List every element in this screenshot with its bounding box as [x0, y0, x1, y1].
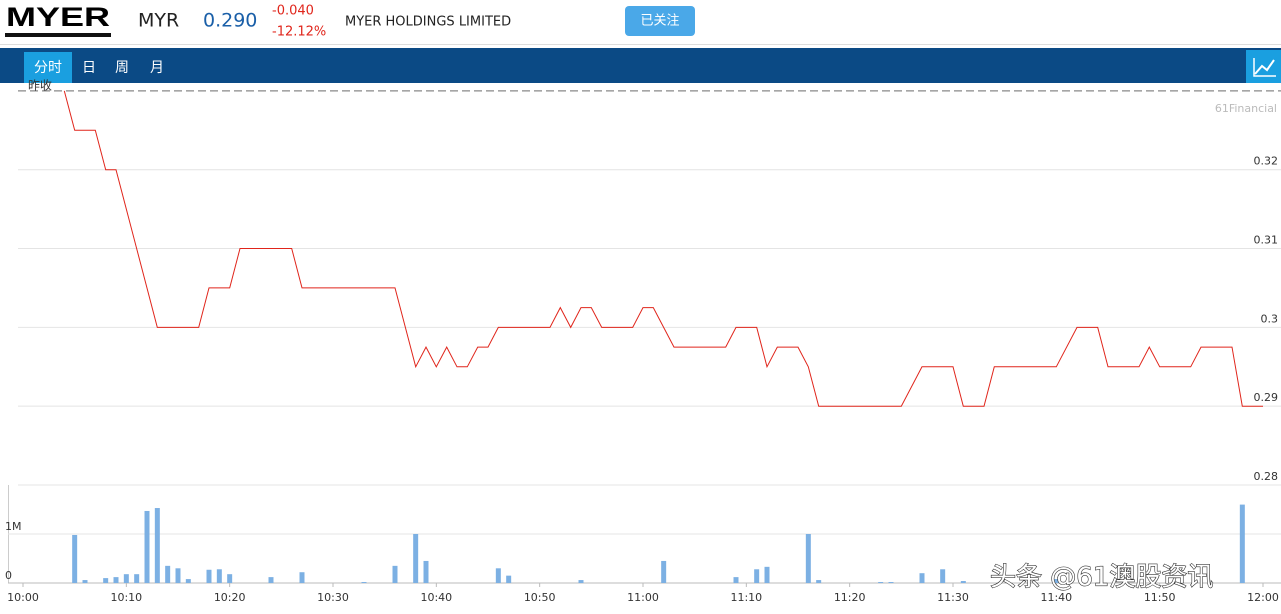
y-tick-label: 0.29 — [1254, 391, 1279, 404]
x-tick-label: 10:40 — [420, 591, 452, 604]
change: -0.040 — [272, 4, 314, 19]
x-tick-label: 11:50 — [1144, 591, 1176, 604]
volume-bar — [1053, 579, 1059, 583]
volume-bar — [165, 565, 171, 583]
prev-close-label: 昨收 — [28, 79, 52, 93]
x-tick-label: 12:00 — [1247, 591, 1279, 604]
volume-bar — [123, 574, 129, 583]
volume-bar — [578, 580, 584, 583]
watermark: 头条 @61澳股资讯 — [990, 563, 1213, 593]
volume-bar — [919, 573, 925, 583]
volume-bar — [960, 581, 966, 583]
active-tab — [24, 52, 72, 83]
volume-bar — [72, 534, 78, 583]
volume-bar — [816, 580, 822, 583]
volume-bar — [495, 568, 501, 583]
tab[interactable]: 分时 — [34, 60, 62, 76]
volume-bar — [392, 565, 398, 583]
volume-bar — [888, 582, 894, 583]
volume-bar — [506, 575, 512, 583]
volume-bar — [144, 510, 150, 583]
x-tick-label: 11:20 — [834, 591, 866, 604]
y-tick-label: 1M — [5, 520, 22, 533]
volume-bar — [733, 577, 739, 583]
volume-bar — [227, 574, 233, 583]
x-tick-label: 10:20 — [214, 591, 246, 604]
change-pct: -12.12% — [272, 25, 326, 40]
volume-bar — [299, 572, 305, 583]
volume-bar — [754, 569, 760, 583]
volume-bar — [764, 566, 770, 583]
volume-bar — [423, 560, 429, 583]
volume-bar — [940, 569, 946, 583]
x-tick-label: 11:10 — [730, 591, 762, 604]
volume-bar — [82, 580, 88, 583]
volume-bar — [113, 577, 119, 583]
chart-toggle-icon — [1253, 58, 1276, 77]
company-name: MYER HOLDINGS LIMITED — [345, 15, 511, 30]
volume-bar — [805, 534, 811, 583]
volume-bar — [268, 577, 274, 583]
volume-bar — [103, 578, 109, 583]
price: 0.290 — [203, 10, 257, 32]
volume-bar — [878, 582, 884, 583]
y-tick-label: 0.32 — [1254, 155, 1279, 168]
tab[interactable]: 月 — [150, 60, 164, 76]
logo-underline — [5, 33, 111, 37]
volume-bar — [413, 534, 419, 583]
symbol: MYR — [138, 10, 179, 32]
y-tick-label: 0.28 — [1254, 470, 1279, 483]
source-label: 61Financial — [1215, 102, 1277, 115]
volume-bar — [216, 569, 222, 583]
follow-button[interactable] — [625, 6, 695, 36]
chart-toggle-icon — [1254, 59, 1275, 75]
y-tick-label: 0.3 — [1261, 312, 1279, 325]
tab[interactable]: 日 — [82, 60, 96, 76]
volume-bar — [206, 569, 212, 583]
x-tick-label: 10:00 — [7, 591, 39, 604]
x-tick-label: 10:50 — [524, 591, 556, 604]
nav-bar — [0, 48, 1281, 83]
volume-bar — [185, 579, 191, 583]
x-tick-label: 11:40 — [1040, 591, 1072, 604]
x-tick-label: 10:30 — [317, 591, 349, 604]
volume-bar — [175, 568, 181, 583]
y-tick-label: 0.31 — [1254, 234, 1279, 247]
x-tick-label: 11:30 — [937, 591, 969, 604]
volume-bar — [154, 508, 160, 583]
volume-bar — [661, 560, 667, 583]
volume-bar — [361, 582, 367, 583]
x-tick-label: 10:10 — [110, 591, 142, 604]
follow-button-label[interactable]: 已关注 — [640, 14, 679, 29]
x-tick-label: 11:00 — [627, 591, 659, 604]
tab[interactable]: 周 — [115, 60, 129, 76]
y-tick-label: 0 — [5, 569, 12, 582]
logo: MYER — [6, 2, 110, 32]
price-line — [63, 90, 1263, 407]
volume-bar — [134, 574, 140, 583]
volume-bar — [1239, 504, 1245, 583]
